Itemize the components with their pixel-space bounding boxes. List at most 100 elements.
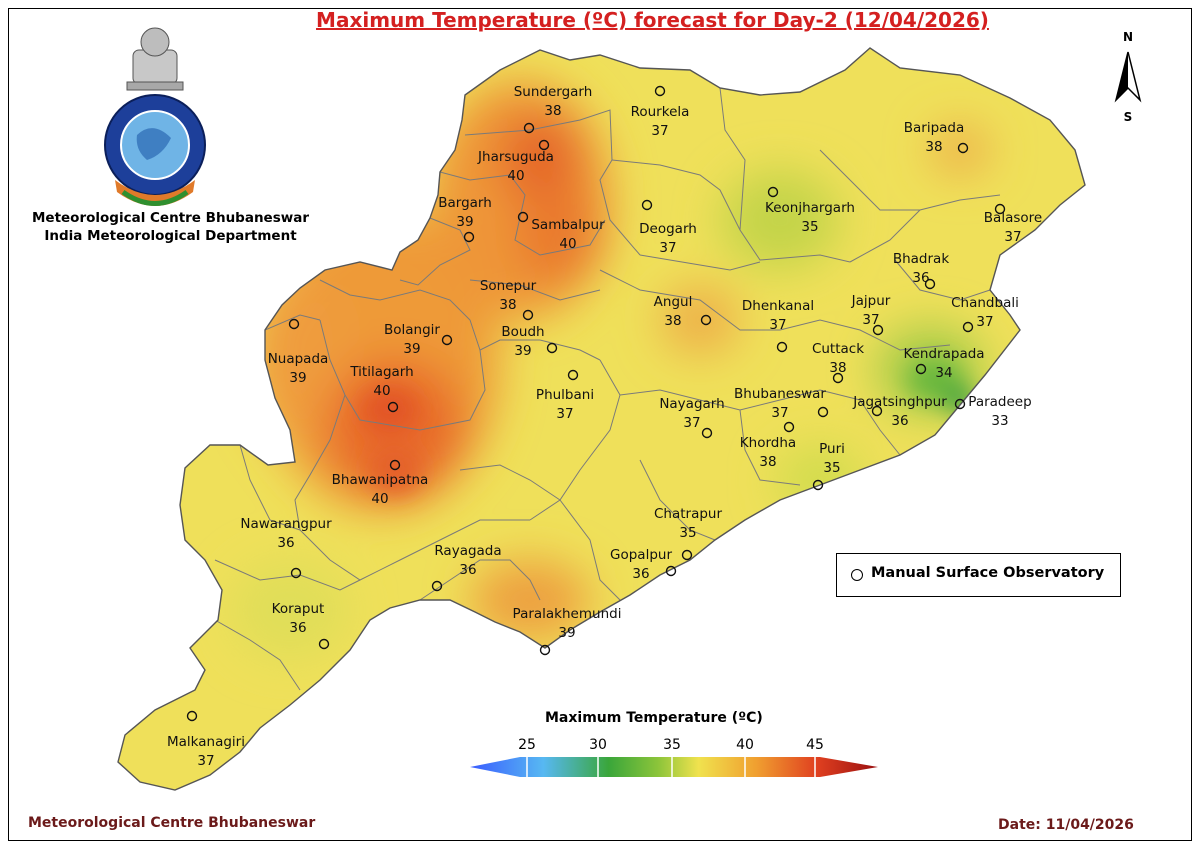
station-name: Koraput [272, 601, 325, 617]
station-temperature: 37 [659, 240, 676, 256]
station-temperature: 37 [556, 406, 573, 422]
station-temperature: 37 [976, 314, 993, 330]
station-marker-icon [546, 342, 558, 354]
station-temperature: 37 [683, 415, 700, 431]
station-marker-icon [539, 644, 551, 656]
station-temperature: 37 [1004, 229, 1021, 245]
station-marker-icon [387, 401, 399, 413]
station-marker-icon [776, 341, 788, 353]
station-name: Jagatsinghpur [852, 394, 947, 410]
station-temperature: 38 [544, 103, 561, 119]
station-name: Dhenkanal [742, 298, 814, 314]
station-temperature: 37 [197, 753, 214, 769]
station-temperature: 38 [925, 139, 942, 155]
station-name: Deogarh [639, 221, 697, 237]
station-marker-icon [318, 638, 330, 650]
station-temperature: 35 [679, 525, 696, 541]
station-marker-icon [832, 372, 844, 384]
station-marker-icon [290, 567, 302, 579]
observatory-marker-icon [851, 569, 863, 581]
colorbar-title: Maximum Temperature (ºC) [545, 710, 763, 726]
station-name: Paralakhemundi [513, 606, 622, 622]
station-name: Malkanagiri [167, 734, 245, 750]
station-marker-icon [681, 549, 693, 561]
station-marker-icon [812, 479, 824, 491]
compass-south: S [1123, 110, 1133, 124]
station-name: Titilagarh [349, 364, 413, 380]
station-temperature: 39 [456, 214, 473, 230]
station-temperature: 36 [891, 413, 908, 429]
station-temperature: 37 [769, 317, 786, 333]
footer-organization: Meteorological Centre Bhubaneswar [28, 815, 316, 831]
station-name: Boudh [501, 324, 544, 340]
legend-label: Manual Surface Observatory [871, 565, 1105, 581]
legend-box: Manual Surface Observatory [836, 553, 1121, 597]
map-frame [8, 8, 1192, 841]
station-temperature: 39 [558, 625, 575, 641]
station-marker-icon [915, 363, 927, 375]
station-name: Rourkela [631, 104, 690, 120]
station-marker-icon [441, 334, 453, 346]
station-marker-icon [872, 324, 884, 336]
station-name: Bargarh [438, 195, 492, 211]
station-marker-icon [654, 85, 666, 97]
station-temperature: 36 [459, 562, 476, 578]
station-marker-icon [783, 421, 795, 433]
station-name: Jharsuguda [477, 149, 554, 165]
station-temperature: 38 [759, 454, 776, 470]
station-marker-icon [522, 309, 534, 321]
station-name: Paradeep [968, 394, 1031, 410]
station-temperature: 35 [823, 460, 840, 476]
station-temperature: 36 [912, 270, 929, 286]
station-marker-icon [538, 139, 550, 151]
station-name: Angul [654, 294, 693, 310]
station-name: Keonjhargarh [765, 200, 855, 216]
station-marker-icon [641, 199, 653, 211]
station-marker-icon [954, 398, 966, 410]
org-line-2: India Meteorological Department [44, 228, 297, 244]
station-name: Phulbani [536, 387, 594, 403]
colorbar-tick: 25 [518, 737, 536, 753]
station-name: Kendrapada [903, 346, 984, 362]
map-title: Maximum Temperature (ºC) forecast for Da… [316, 8, 989, 32]
station-name: Sambalpur [531, 217, 605, 233]
station-marker-icon [817, 406, 829, 418]
compass-north: N [1122, 30, 1134, 44]
station-temperature: 40 [371, 491, 388, 507]
station-marker-icon [523, 122, 535, 134]
colorbar-tick: 30 [589, 737, 607, 753]
station-temperature: 40 [559, 236, 576, 252]
station-name: Bolangir [384, 322, 440, 338]
station-temperature: 36 [632, 566, 649, 582]
station-name: Gopalpur [610, 547, 672, 563]
station-marker-icon [186, 710, 198, 722]
station-name: Baripada [904, 120, 965, 136]
station-temperature: 38 [664, 313, 681, 329]
station-name: Cuttack [812, 341, 864, 357]
stations-layer: Sundergarh 38 Rourkela 37 Jharsuguda 40 Bargar… [167, 84, 1042, 769]
temperature-field [118, 48, 1085, 790]
org-line-1: Meteorological Centre Bhubaneswar [31, 210, 309, 226]
station-marker-icon [665, 565, 677, 577]
station-temperature: 37 [862, 312, 879, 328]
station-temperature: 36 [289, 620, 306, 636]
station-marker-icon [962, 321, 974, 333]
station-marker-icon [957, 142, 969, 154]
station-temperature: 38 [499, 297, 516, 313]
station-name: Khordha [740, 435, 796, 451]
station-temperature: 34 [935, 365, 952, 381]
station-temperature: 39 [289, 370, 306, 386]
footer-date: Date: 11/04/2026 [998, 817, 1134, 833]
station-marker-icon [389, 459, 401, 471]
station-marker-icon [517, 211, 529, 223]
station-marker-icon [924, 278, 936, 290]
colorbar-tick: 45 [806, 737, 824, 753]
station-name: Bhawanipatna [332, 472, 429, 488]
station-name: Balasore [984, 210, 1042, 226]
station-temperature: 40 [373, 383, 390, 399]
north-arrow-icon: N S [1110, 30, 1146, 125]
station-name: Sundergarh [514, 84, 593, 100]
station-marker-icon [288, 318, 300, 330]
station-name: Chandbali [951, 295, 1019, 311]
